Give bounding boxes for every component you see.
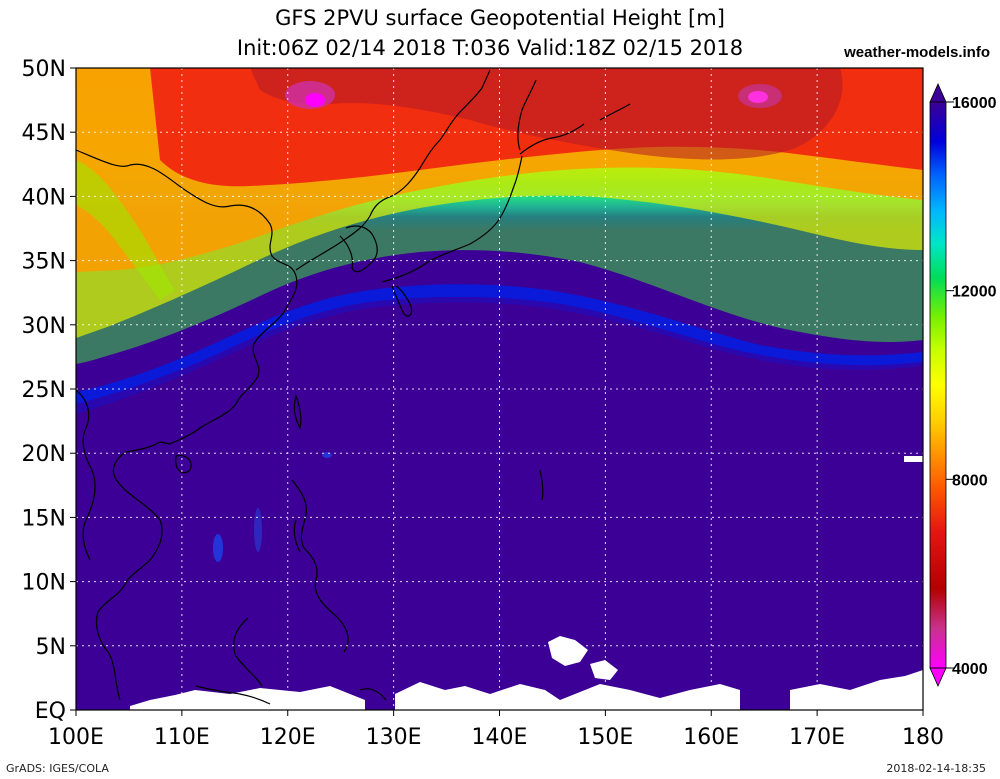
lat-label: EQ [35, 699, 66, 724]
lon-label: 150E [577, 725, 633, 750]
latitude-labels: EQ 5N 10N 15N 20N 25N 30N 35N 40N 45N 50N [22, 57, 76, 724]
map-title: GFS 2PVU surface Geopotential Height [m] [275, 6, 725, 30]
lon-label: 170E [789, 725, 845, 750]
lat-label: 25N [22, 378, 66, 403]
lon-label: 140E [472, 725, 528, 750]
lat-label: 50N [22, 57, 66, 82]
footer-software: GrADS: IGES/COLA [6, 762, 109, 775]
lat-label: 10N [22, 571, 66, 596]
lat-label: 5N [36, 635, 66, 660]
colorbar-label: 12000 [952, 284, 997, 301]
map-subtitle: Init:06Z 02/14 2018 T:036 Valid:18Z 02/1… [236, 36, 744, 60]
lat-label: 30N [22, 314, 66, 339]
source-credit: weather-models.info [844, 44, 990, 61]
colorbar-bottom-arrow [929, 667, 947, 687]
lon-label: 130E [366, 725, 422, 750]
colorbar-label: 8000 [952, 472, 988, 489]
lat-label: 20N [22, 442, 66, 467]
colorbar: 4000 8000 12000 16000 [929, 83, 997, 687]
gridlines [76, 68, 923, 710]
lon-label: 110E [154, 725, 210, 750]
lon-label: 180 [902, 725, 944, 750]
colorbar-top-arrow [929, 83, 947, 103]
lat-label: 15N [22, 506, 66, 531]
lon-label: 120E [260, 725, 316, 750]
colorbar-gradient [930, 102, 946, 668]
lon-label: 100E [48, 725, 104, 750]
lat-label: 40N [22, 185, 66, 210]
lat-label: 35N [22, 250, 66, 275]
lon-label: 160E [683, 725, 739, 750]
footer-timestamp: 2018-02-14-18:35 [886, 762, 986, 775]
colorbar-label: 4000 [952, 661, 988, 678]
longitude-labels: 100E 110E 120E 130E 140E 150E 160E 170E 180 [48, 710, 944, 750]
coastlines [76, 69, 631, 705]
lat-label: 45N [22, 121, 66, 146]
colorbar-label: 16000 [952, 95, 997, 112]
